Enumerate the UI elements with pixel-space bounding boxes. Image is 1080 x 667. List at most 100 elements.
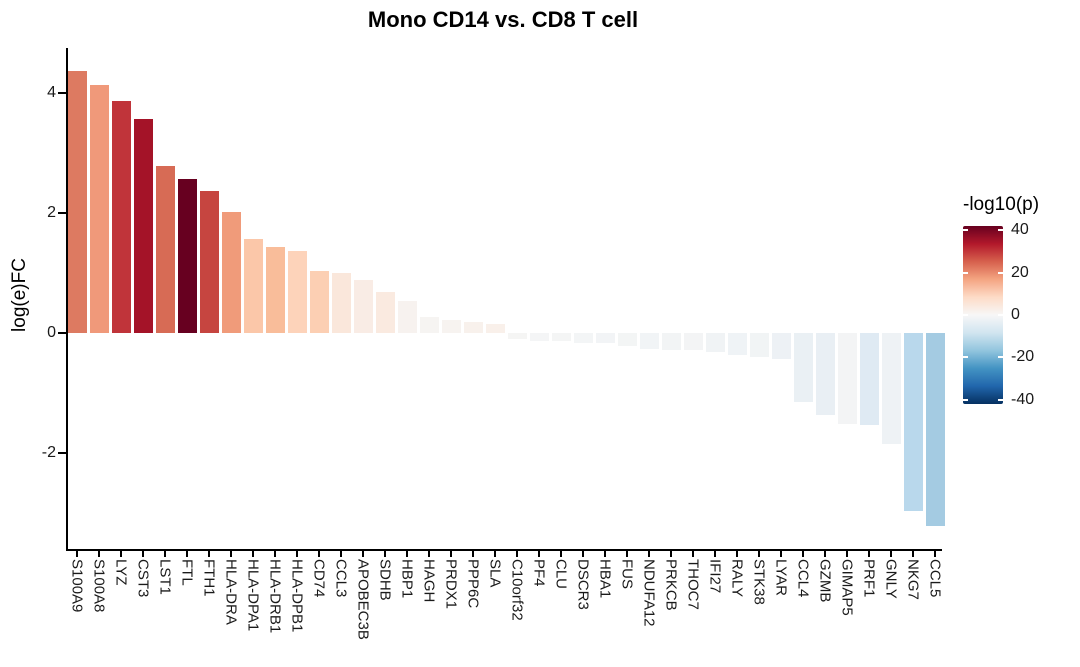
x-tick-label: CLU [552,559,570,590]
x-tick-mark [186,551,188,557]
x-tick-label: NDUFA12 [640,559,658,627]
colorbar-gradient [963,226,1003,404]
x-tick-mark [824,551,826,557]
x-tick-mark [604,551,606,557]
x-tick-mark [934,551,936,557]
bar-PRDX1 [441,320,461,333]
y-tick-mark [58,452,66,454]
x-tick-label: FTL [178,559,196,586]
bar-GIMAP5 [837,333,857,425]
x-tick-mark [560,551,562,557]
y-tick-mark [58,212,66,214]
bar-HLA-DRA [221,212,241,333]
x-tick-label: S100A8 [90,559,108,613]
y-axis-label: log(e)FC [9,258,30,332]
x-tick-mark [450,551,452,557]
bar-APOBEC3B [353,279,373,333]
colorbar-tick-mark [998,314,1003,316]
x-tick-label: LST1 [156,559,174,595]
colorbar-tick-label: 40 [1011,221,1029,239]
bar-PF4 [529,333,549,341]
y-tick-label: 4 [47,84,56,101]
x-tick-mark [538,551,540,557]
bar-NDUFA12 [639,333,659,349]
bar-FUS [617,333,637,347]
x-tick-label: S100A9 [68,559,86,613]
colorbar-tick-label: -40 [1011,390,1035,408]
bar-FTL [177,178,197,333]
x-tick-mark [714,551,716,557]
x-tick-label: PRDX1 [442,559,460,610]
colorbar-tick-label: 20 [1011,263,1029,281]
bar-DSCR3 [573,333,593,343]
x-tick-mark [494,551,496,557]
x-tick-label: DSCR3 [574,559,592,610]
bar-LYZ [111,101,131,333]
x-tick-label: FUS [618,559,636,589]
bar-FTH1 [199,190,219,333]
colorbar-tick-mark [998,271,1003,274]
y-tick-mark [58,92,66,94]
x-tick-mark [274,551,276,557]
colorbar-tick-label: -20 [1011,348,1035,366]
x-tick-label: GNLY [882,559,900,599]
x-tick-mark [890,551,892,557]
y-tick-mark [58,332,66,334]
bar-CLU [551,333,571,341]
x-tick-label: C10orf32 [508,559,526,621]
x-tick-mark [472,551,474,557]
bar-PRKCB [661,333,681,350]
colorbar-tick-label: 0 [1011,306,1020,323]
bar-GZMB [815,333,835,415]
colorbar-tick-mark [963,314,968,316]
x-tick-label: RALY [728,559,746,598]
x-tick-label: HLA-DPB1 [288,559,306,633]
y-tick-label: -2 [41,444,56,461]
x-tick-mark [340,551,342,557]
colorbar-tick-mark [963,271,968,274]
colorbar: 40 20 0 -20 -40 [963,221,1034,408]
x-tick-label: HBA1 [596,559,614,599]
x-tick-mark [120,551,122,557]
x-tick-label: CCL5 [926,559,944,598]
bar-CD74 [309,271,329,333]
x-tick-mark [582,551,584,557]
colorbar-tick-mark [963,229,968,232]
x-tick-label: HBP1 [398,559,416,599]
bar-CST3 [133,118,153,333]
bar-HLA-DPB1 [287,251,307,333]
x-tick-mark [384,551,386,557]
x-tick-mark [76,551,78,557]
x-tick-label: HLA-DPA1 [244,559,262,632]
x-tick-label: SLA [486,559,504,588]
bar-THOC7 [683,333,703,350]
x-tick-mark [692,551,694,557]
x-tick-mark [296,551,298,557]
bar-CCL5 [925,333,945,527]
x-tick-label: GZMB [816,559,834,603]
bar-LYAR [771,333,791,359]
x-tick-mark [758,551,760,557]
x-tick-label: PRKCB [662,559,680,611]
bar-GNLY [881,333,901,444]
bar-HAGH [419,316,439,333]
x-tick-label: STK38 [750,559,768,605]
bar-LST1 [155,165,175,333]
x-tick-mark [164,551,166,557]
x-tick-label: THOC7 [684,559,702,610]
x-tick-label: LYZ [112,559,130,586]
x-tick-label: SDHB [376,559,394,601]
y-tick-label: 0 [47,324,56,341]
colorbar-tick-mark [998,229,1003,232]
legend-title: -log10(p) [963,194,1040,215]
y-tick-label: 2 [47,204,56,221]
x-tick-label: HAGH [420,559,438,603]
colorbar-tick-mark [963,398,968,401]
bar-PRF1 [859,333,879,425]
x-tick-mark [846,551,848,557]
x-tick-mark [362,551,364,557]
x-tick-label: HLA-DRA [222,559,240,625]
colorbar-tick-mark [998,356,1003,359]
x-tick-label: FTH1 [200,559,218,597]
